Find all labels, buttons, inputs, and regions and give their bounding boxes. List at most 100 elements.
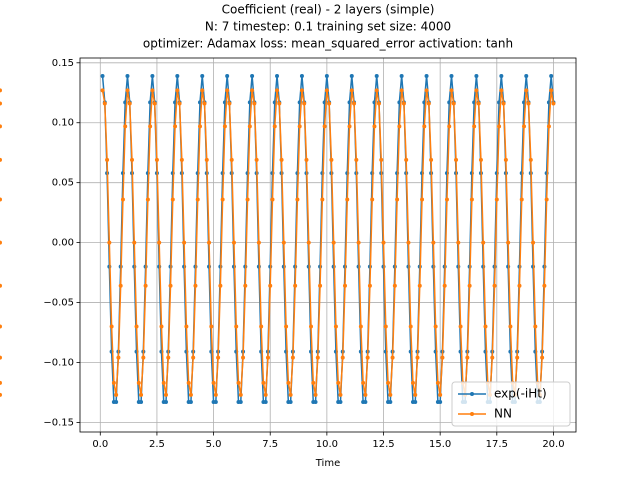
point (528, 157, 533, 162)
point (202, 101, 207, 106)
point (410, 380, 415, 385)
point (474, 88, 479, 93)
point (404, 157, 409, 162)
point (381, 240, 386, 245)
point (497, 124, 502, 129)
point (123, 124, 128, 129)
point (166, 355, 171, 360)
point (111, 380, 116, 385)
x-tick-label: 15.0 (429, 439, 451, 450)
point (318, 283, 323, 288)
point (490, 355, 495, 360)
point (125, 88, 130, 93)
point (250, 73, 255, 78)
point (125, 73, 130, 78)
point (0, 197, 2, 202)
point (388, 392, 393, 397)
point (517, 283, 522, 288)
point (263, 392, 268, 397)
point (499, 88, 504, 93)
point (392, 283, 397, 288)
point (426, 101, 431, 106)
point (0, 380, 2, 385)
point (225, 73, 230, 78)
point (114, 400, 119, 405)
point (213, 400, 218, 405)
point (449, 73, 454, 78)
point (306, 240, 311, 245)
point (161, 380, 166, 385)
point (261, 380, 266, 385)
point (295, 197, 300, 202)
point (170, 197, 175, 202)
point (130, 157, 135, 162)
point (315, 355, 320, 360)
point (383, 324, 388, 329)
point (320, 197, 325, 202)
point (304, 157, 309, 162)
point (173, 124, 178, 129)
point (474, 73, 479, 78)
point (367, 283, 372, 288)
point (277, 101, 282, 106)
chart-title: optimizer: Adamax loss: mean_squared_err… (143, 37, 513, 51)
point (234, 324, 239, 329)
point (333, 324, 338, 329)
point (521, 124, 526, 129)
point (476, 101, 481, 106)
point (544, 197, 549, 202)
point (0, 324, 2, 329)
point (506, 240, 511, 245)
point (247, 124, 252, 129)
point (116, 355, 121, 360)
point (120, 197, 125, 202)
x-tick-label: 7.5 (262, 439, 278, 450)
point (163, 400, 168, 405)
series-line (101, 90, 555, 395)
point (209, 324, 214, 329)
point (458, 324, 463, 329)
point (272, 124, 277, 129)
point (395, 197, 400, 202)
legend-box (451, 381, 571, 427)
point (256, 240, 261, 245)
y-tick-label: −0.05 (43, 298, 74, 309)
point (424, 88, 429, 93)
point (313, 392, 318, 397)
point (408, 324, 413, 329)
y-tick-label: −0.15 (43, 417, 74, 428)
point (356, 240, 361, 245)
y-tick-label: 0.05 (52, 178, 74, 189)
point (336, 380, 341, 385)
point (225, 88, 230, 93)
point (338, 392, 343, 397)
point (211, 380, 216, 385)
point (324, 73, 329, 78)
point (422, 124, 427, 129)
point (397, 124, 402, 129)
point (241, 355, 246, 360)
point (227, 101, 232, 106)
point (533, 324, 538, 329)
point (150, 88, 155, 93)
point (290, 355, 295, 360)
point (0, 124, 2, 129)
point (193, 283, 198, 288)
point (0, 355, 2, 360)
point (440, 355, 445, 360)
legend-label: NN (494, 407, 512, 421)
point (515, 355, 520, 360)
point (281, 240, 286, 245)
point (401, 101, 406, 106)
point (100, 73, 105, 78)
point (245, 197, 250, 202)
point (288, 392, 293, 397)
point (152, 101, 157, 106)
point (438, 392, 443, 397)
point (438, 400, 443, 405)
point (442, 283, 447, 288)
point (386, 380, 391, 385)
point (435, 380, 440, 385)
x-tick-label: 12.5 (372, 439, 394, 450)
